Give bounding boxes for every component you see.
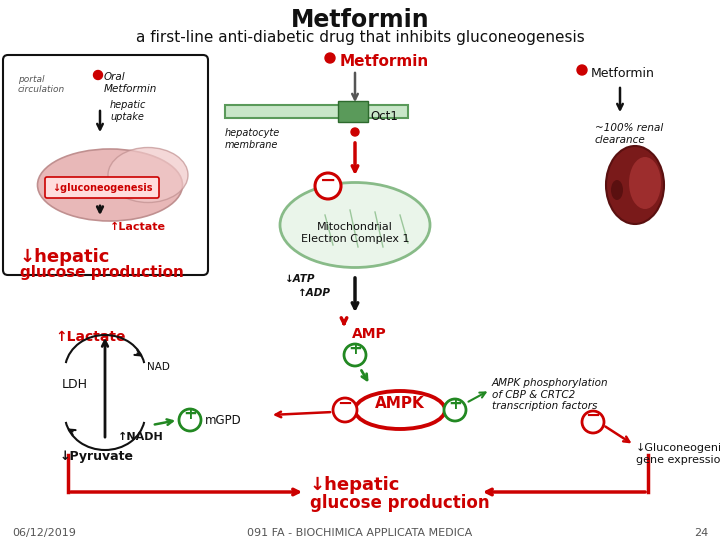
Circle shape — [582, 411, 604, 433]
Circle shape — [333, 398, 357, 422]
Circle shape — [94, 71, 102, 79]
Text: +: + — [348, 340, 362, 358]
FancyBboxPatch shape — [3, 55, 208, 275]
Circle shape — [179, 409, 201, 431]
Text: hepatocyte
membrane: hepatocyte membrane — [225, 128, 280, 150]
Text: −: − — [320, 171, 336, 190]
Text: −: − — [585, 407, 600, 425]
Circle shape — [577, 65, 587, 75]
Text: glucose production: glucose production — [20, 265, 184, 280]
Ellipse shape — [629, 157, 661, 209]
Text: Metformin: Metformin — [340, 54, 429, 69]
Text: ~100% renal
clearance: ~100% renal clearance — [595, 123, 663, 145]
Text: +: + — [183, 405, 197, 423]
Ellipse shape — [108, 147, 188, 202]
Text: Oral
Metformin: Oral Metformin — [104, 72, 158, 93]
Ellipse shape — [355, 391, 445, 429]
Bar — [225, 105, 340, 118]
Text: mGPD: mGPD — [205, 414, 242, 427]
Text: Metformin: Metformin — [291, 8, 429, 32]
Text: AMPK phosphorylation
of CBP & CRTC2
transcription factors: AMPK phosphorylation of CBP & CRTC2 tran… — [492, 378, 608, 411]
Text: AMPK: AMPK — [375, 396, 425, 411]
FancyBboxPatch shape — [45, 177, 159, 198]
Text: ↓ATP: ↓ATP — [285, 274, 315, 284]
Circle shape — [444, 399, 466, 421]
Text: 06/12/2019: 06/12/2019 — [12, 528, 76, 538]
Text: ↓Pyruvate: ↓Pyruvate — [60, 450, 134, 463]
Text: LDH: LDH — [62, 379, 88, 392]
Text: hepatic
uptake: hepatic uptake — [110, 100, 146, 122]
Text: 24: 24 — [694, 528, 708, 538]
Ellipse shape — [280, 183, 430, 267]
Text: AMP: AMP — [352, 327, 387, 341]
Text: ↑Lactate: ↑Lactate — [55, 330, 125, 344]
Bar — [368, 105, 408, 118]
Text: NAD: NAD — [147, 362, 170, 372]
Text: portal
circulation: portal circulation — [18, 75, 66, 94]
Text: Mitochondrial
Electron Complex 1: Mitochondrial Electron Complex 1 — [301, 222, 409, 244]
Text: +: + — [448, 395, 462, 413]
Circle shape — [315, 173, 341, 199]
Ellipse shape — [611, 180, 623, 200]
Bar — [338, 101, 368, 122]
Text: ↑NADH: ↑NADH — [118, 432, 163, 442]
Circle shape — [344, 344, 366, 366]
Circle shape — [351, 128, 359, 136]
Ellipse shape — [37, 149, 182, 221]
Text: ↓hepatic: ↓hepatic — [310, 476, 400, 494]
Text: a first-line anti-diabetic drug that inhibits gluconeogenesis: a first-line anti-diabetic drug that inh… — [135, 30, 585, 45]
Text: ↑Lactate: ↑Lactate — [110, 222, 166, 232]
Text: 091 FA - BIOCHIMICA APPLICATA MEDICA: 091 FA - BIOCHIMICA APPLICATA MEDICA — [248, 528, 472, 538]
Text: glucose production: glucose production — [310, 494, 490, 512]
Text: Oct1: Oct1 — [370, 110, 398, 123]
Text: ↓Gluconeogenic
gene expression: ↓Gluconeogenic gene expression — [636, 443, 720, 464]
Circle shape — [325, 53, 335, 63]
Text: ↓hepatic: ↓hepatic — [20, 248, 110, 266]
Text: ↑ADP: ↑ADP — [298, 288, 331, 298]
Text: ↓gluconeogenesis: ↓gluconeogenesis — [52, 183, 152, 193]
Text: Metformin: Metformin — [591, 67, 655, 80]
Text: −: − — [338, 395, 353, 413]
Ellipse shape — [606, 146, 664, 224]
